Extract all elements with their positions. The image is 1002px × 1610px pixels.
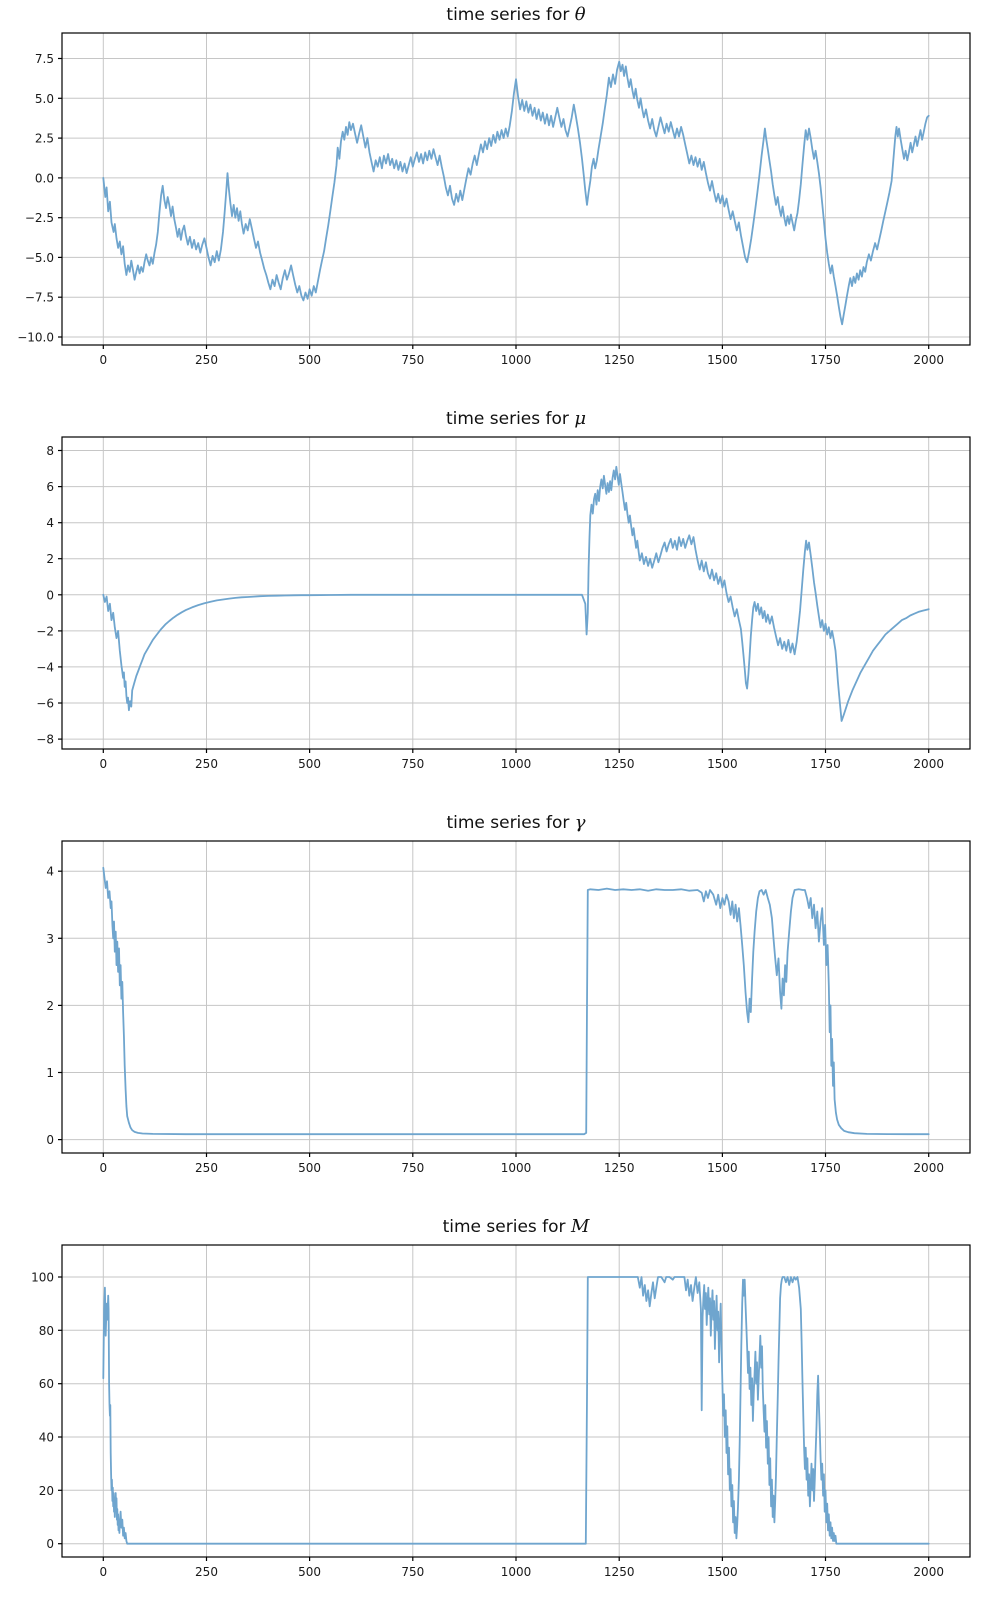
svg-text:1500: 1500 (707, 757, 738, 771)
chart-title-M: time series for M (62, 1216, 970, 1237)
svg-text:1750: 1750 (810, 353, 841, 367)
svg-text:2000: 2000 (913, 353, 944, 367)
svg-text:750: 750 (401, 1565, 424, 1579)
svg-text:8: 8 (46, 444, 54, 458)
svg-text:3: 3 (46, 932, 54, 946)
svg-text:−6: −6 (36, 697, 54, 711)
svg-text:0: 0 (99, 757, 107, 771)
chart-title-symbol: γ (574, 812, 586, 833)
chart-title-symbol: M (570, 1216, 590, 1237)
chart-title-gamma: time series for γ (62, 812, 970, 833)
svg-text:0: 0 (99, 1161, 107, 1175)
svg-text:−2: −2 (36, 624, 54, 638)
svg-text:0: 0 (99, 1565, 107, 1579)
svg-text:80: 80 (39, 1324, 54, 1338)
chart-title-text: time series for (442, 1217, 566, 1237)
svg-text:4: 4 (46, 516, 54, 530)
svg-text:750: 750 (401, 353, 424, 367)
svg-text:1: 1 (46, 1066, 54, 1080)
svg-text:1500: 1500 (707, 1565, 738, 1579)
svg-text:1000: 1000 (501, 353, 532, 367)
svg-text:500: 500 (298, 1161, 321, 1175)
svg-text:1000: 1000 (501, 757, 532, 771)
svg-text:6: 6 (46, 480, 54, 494)
chart-panel-theta: 0 250 500 750 1000 1250 1500 1750 2000 7.5 5.0 2.5 0… (0, 0, 1002, 390)
svg-text:1000: 1000 (501, 1565, 532, 1579)
svg-text:1750: 1750 (810, 1161, 841, 1175)
svg-text:60: 60 (39, 1377, 54, 1391)
svg-text:250: 250 (195, 757, 218, 771)
svg-text:0.0: 0.0 (35, 171, 54, 185)
svg-text:2: 2 (46, 999, 54, 1013)
svg-text:750: 750 (401, 757, 424, 771)
svg-text:500: 500 (298, 353, 321, 367)
svg-text:2: 2 (46, 552, 54, 566)
plot-area-theta: 0 250 500 750 1000 1250 1500 1750 2000 7.5 5.0 2.5 0… (17, 32, 971, 367)
chart-panel-M: 0 250 500 750 1000 1250 1500 1750 2000 100 80 60 40 2… (0, 1212, 1002, 1602)
chart-title-theta: time series for θ (62, 4, 970, 25)
svg-text:1250: 1250 (604, 1565, 635, 1579)
svg-text:0: 0 (99, 353, 107, 367)
svg-text:500: 500 (298, 757, 321, 771)
svg-text:40: 40 (39, 1431, 54, 1445)
svg-text:500: 500 (298, 1565, 321, 1579)
svg-text:2000: 2000 (913, 1565, 944, 1579)
svg-text:−4: −4 (36, 660, 54, 674)
svg-text:750: 750 (401, 1161, 424, 1175)
svg-text:0: 0 (46, 1133, 54, 1147)
svg-text:250: 250 (195, 1565, 218, 1579)
svg-text:1750: 1750 (810, 1565, 841, 1579)
svg-text:250: 250 (195, 353, 218, 367)
svg-text:−7.5: −7.5 (25, 291, 54, 305)
chart-title-mu: time series for μ (62, 408, 970, 429)
chart-title-text: time series for (446, 813, 570, 833)
plot-area-M: 0 250 500 750 1000 1250 1500 1750 2000 100 80 60 40 2… (31, 1244, 971, 1579)
svg-text:1500: 1500 (707, 1161, 738, 1175)
svg-text:1250: 1250 (604, 353, 635, 367)
chart-panel-gamma: 0 250 500 750 1000 1250 1500 1750 2000 4 3 2 1 0 time… (0, 808, 1002, 1198)
svg-text:−5.0: −5.0 (25, 251, 54, 265)
svg-text:5.0: 5.0 (35, 92, 54, 106)
chart-title-symbol: θ (574, 4, 586, 25)
svg-text:0: 0 (46, 588, 54, 602)
svg-text:1750: 1750 (810, 757, 841, 771)
plot-area-mu: 0 250 500 750 1000 1250 1500 1750 2000 8 6 4 2 0 −2 −4 −… (36, 436, 971, 771)
svg-text:100: 100 (31, 1271, 54, 1285)
svg-text:20: 20 (39, 1484, 54, 1498)
chart-title-text: time series for (445, 409, 569, 429)
svg-text:1500: 1500 (707, 353, 738, 367)
svg-text:2000: 2000 (913, 757, 944, 771)
svg-text:1250: 1250 (604, 757, 635, 771)
svg-text:4: 4 (46, 865, 54, 879)
svg-text:−8: −8 (36, 733, 54, 747)
chart-title-text: time series for (446, 5, 570, 25)
chart-panel-mu: 0 250 500 750 1000 1250 1500 1750 2000 8 6 4 2 0 −2 −4 −… (0, 404, 1002, 794)
svg-text:250: 250 (195, 1161, 218, 1175)
svg-text:−2.5: −2.5 (25, 211, 54, 225)
plot-area-gamma: 0 250 500 750 1000 1250 1500 1750 2000 4 3 2 1 0 (46, 840, 971, 1175)
svg-text:1250: 1250 (604, 1161, 635, 1175)
svg-text:1000: 1000 (501, 1161, 532, 1175)
svg-text:7.5: 7.5 (35, 52, 54, 66)
svg-text:2000: 2000 (913, 1161, 944, 1175)
svg-text:−10.0: −10.0 (17, 331, 54, 345)
svg-text:0: 0 (46, 1537, 54, 1551)
chart-title-symbol: μ (574, 408, 587, 429)
svg-text:2.5: 2.5 (35, 132, 54, 146)
